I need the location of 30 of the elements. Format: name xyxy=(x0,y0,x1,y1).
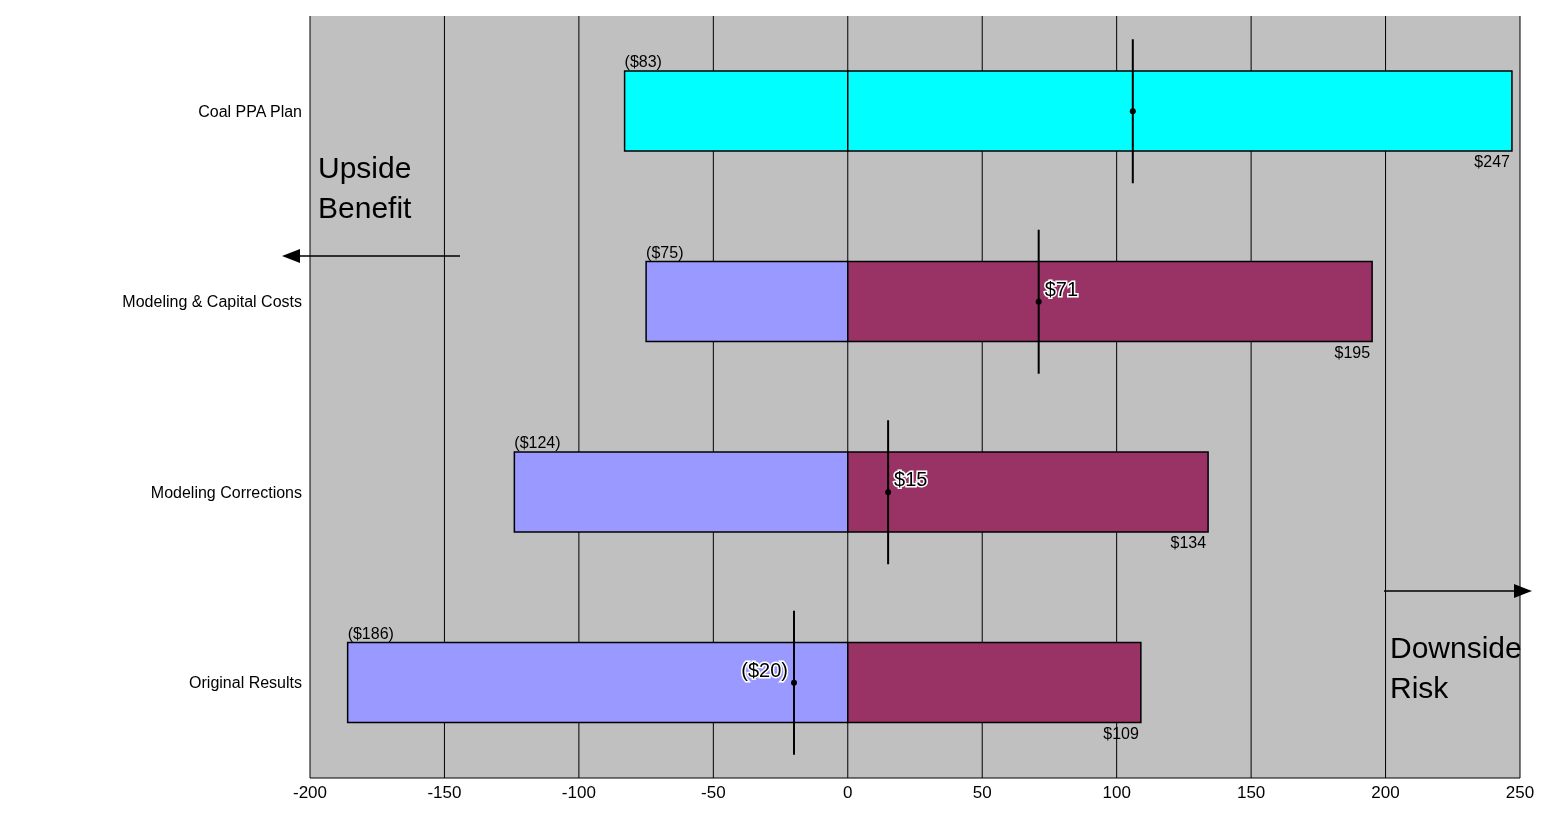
x-tick-label: 250 xyxy=(1505,783,1535,803)
y-tick-label: Original Results xyxy=(189,674,302,692)
x-tick-label: -150 xyxy=(427,783,462,803)
y-tick-label: Modeling & Capital Costs xyxy=(122,293,302,311)
x-tick-label: -100 xyxy=(561,783,596,803)
data-label: $15 xyxy=(894,468,928,491)
data-label: $71 xyxy=(1044,277,1079,300)
y-tick-label: Modeling Corrections xyxy=(150,483,302,501)
point xyxy=(1035,298,1042,305)
x-tick-label: 200 xyxy=(1371,783,1400,803)
data-label: $195 xyxy=(1334,343,1371,361)
x-tick-label: 150 xyxy=(1236,783,1266,803)
x-tick-label: 50 xyxy=(972,783,992,803)
point xyxy=(791,679,797,686)
x-tick-label: -50 xyxy=(701,783,726,803)
data-label: ($75) xyxy=(646,243,684,261)
data-label: $247 xyxy=(1474,153,1511,170)
data-label: ($83) xyxy=(624,53,662,70)
annotation: Upside Benefit xyxy=(318,150,413,226)
data-label: $134 xyxy=(1170,534,1207,551)
point xyxy=(1129,108,1136,115)
annotation: Downside Risk xyxy=(1390,630,1523,706)
x-tick-label: -200 xyxy=(292,783,328,803)
y-tick-label: Coal PPA Plan xyxy=(198,102,302,120)
x-tick-label: 100 xyxy=(1102,783,1131,803)
data-label: ($124) xyxy=(514,434,561,451)
point xyxy=(885,489,892,496)
data-label: ($20) xyxy=(741,658,788,681)
data-label: ($186) xyxy=(347,624,394,642)
x-tick-label: 0 xyxy=(843,783,853,803)
